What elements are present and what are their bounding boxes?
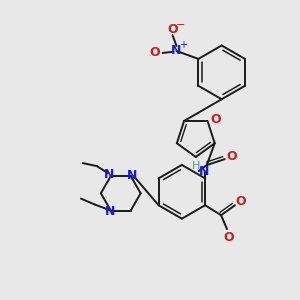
Text: O: O: [236, 195, 246, 208]
Text: N: N: [105, 205, 115, 218]
Text: N: N: [103, 168, 114, 181]
Text: O: O: [224, 231, 234, 244]
Text: N: N: [199, 165, 209, 178]
Text: N: N: [171, 44, 182, 58]
Text: O: O: [149, 46, 160, 59]
Text: +: +: [179, 40, 188, 50]
Text: −: −: [176, 20, 185, 30]
Text: N: N: [127, 169, 137, 182]
Text: O: O: [226, 150, 237, 163]
Text: O: O: [210, 113, 221, 127]
Text: H: H: [192, 161, 200, 171]
Text: O: O: [167, 22, 178, 36]
